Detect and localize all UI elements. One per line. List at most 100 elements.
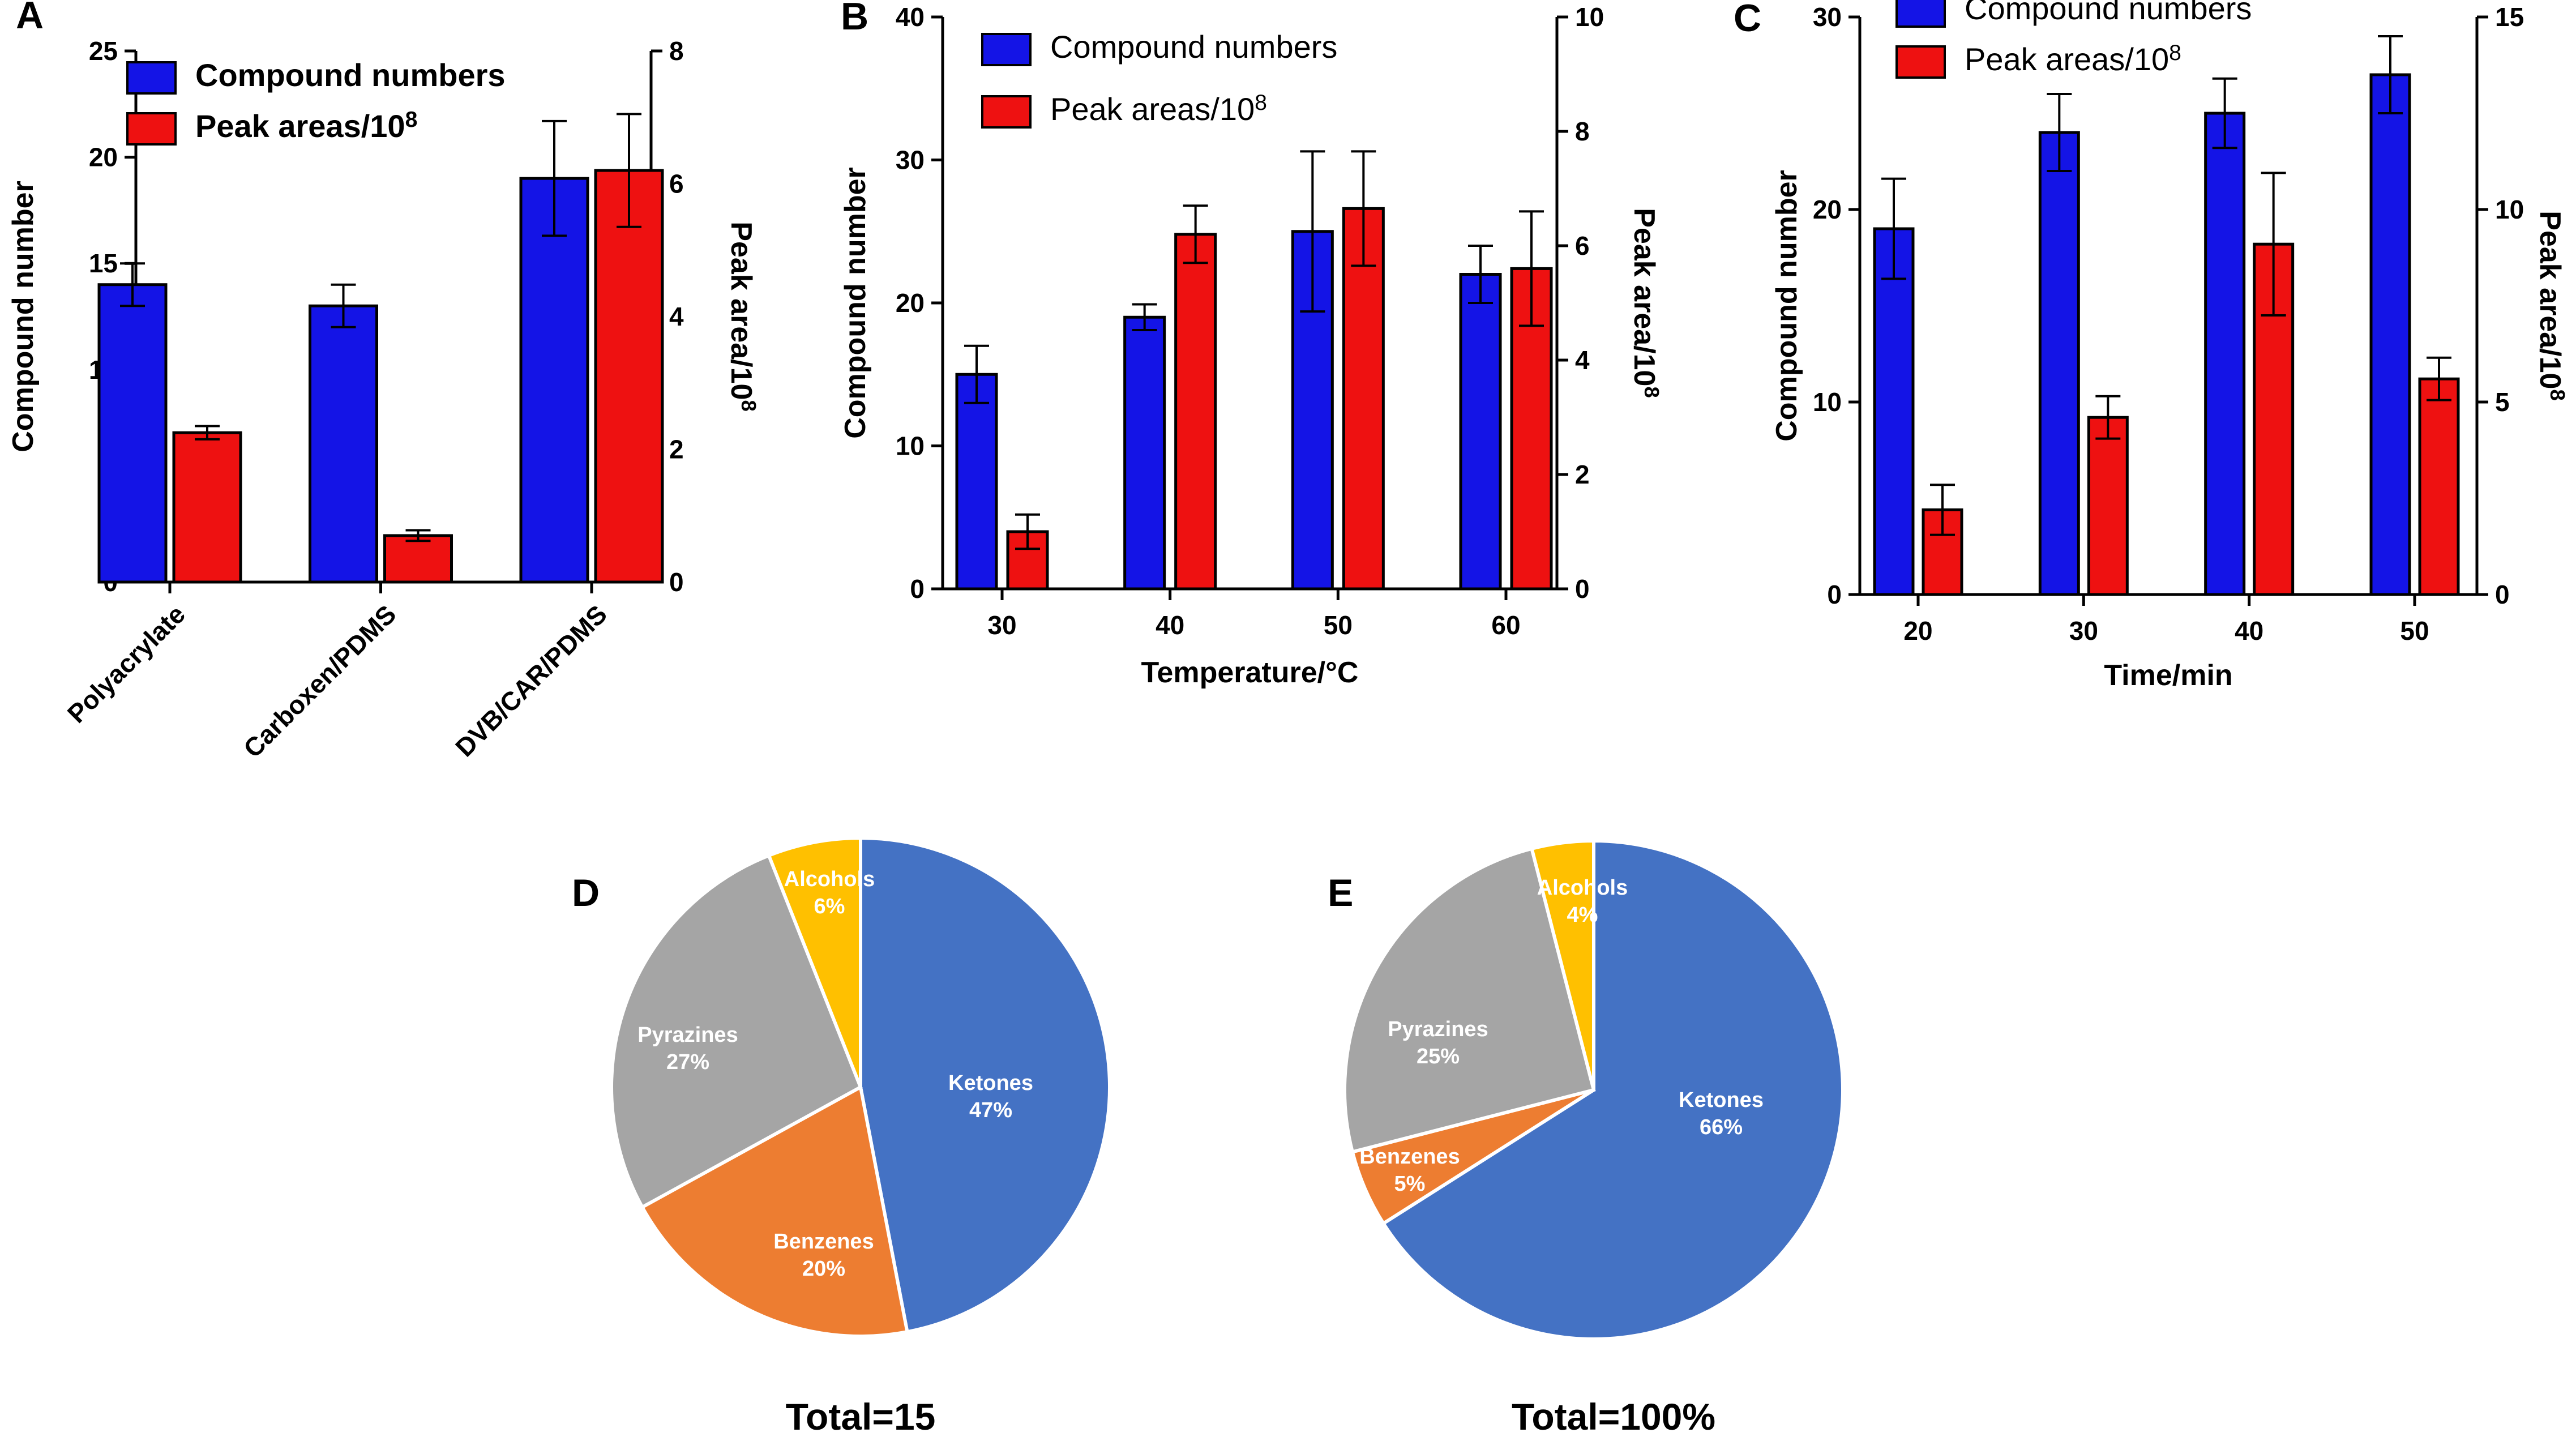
legend-swatch-peak-areas <box>981 95 1032 129</box>
pie-total-label: Total=100% <box>1512 1396 1715 1438</box>
x-axis-title: Time/min <box>2104 659 2232 692</box>
y2-tick-label: 0 <box>669 567 684 597</box>
x-tick-label: Carboxen/PDMS <box>238 599 402 763</box>
y-tick-label: 0 <box>910 574 925 604</box>
x-tick-label: DVB/CAR/PDMS <box>450 599 613 762</box>
pie-slice-ketones <box>859 836 1112 1334</box>
y2-axis-title-superscript: 8 <box>2546 389 2569 400</box>
pie-percent-alcohols: 4% <box>1567 903 1598 927</box>
y2-tick-label: 5 <box>2495 387 2510 417</box>
x-tick-label: 40 <box>1156 610 1184 640</box>
y2-tick-label: 15 <box>2495 2 2524 32</box>
panel-e: E Ketones 66% Benzenes 5% Pyrazines 25% Alcohol… <box>1328 839 1845 1438</box>
x-tick-label: 50 <box>2400 616 2429 645</box>
pie-percent-pyrazines: 27% <box>666 1050 709 1074</box>
pie-label-alcohols: Alcohols <box>784 867 875 891</box>
bar-compound-number <box>1123 315 1166 591</box>
x-tick-label: 30 <box>987 610 1016 640</box>
bar-compound-number <box>1873 227 1915 596</box>
legend-swatch-peak-areas <box>1895 45 1946 79</box>
y2-tick-label: 4 <box>669 302 684 331</box>
legend-swatch-compound-numbers <box>1895 0 1946 28</box>
y2-axis-title-base: Peak area/10 <box>1628 208 1661 386</box>
y2-tick-label: 8 <box>669 36 684 66</box>
y-tick-label: 0 <box>1827 580 1842 609</box>
y-tick-label: 10 <box>896 431 925 461</box>
pie-percent-benzenes: 5% <box>1394 1172 1426 1196</box>
bar-peak-area <box>594 169 664 584</box>
y-tick-label: 25 <box>89 36 118 66</box>
y2-axis-title-superscript: 8 <box>737 400 760 411</box>
panel-label: D <box>572 871 600 914</box>
y-tick-label: 15 <box>89 249 118 278</box>
pie-percent-pyrazines: 25% <box>1417 1045 1460 1068</box>
bar-compound-number <box>309 304 378 584</box>
y2-tick-label: 0 <box>2495 580 2510 609</box>
y2-tick-label: 6 <box>1575 231 1590 260</box>
y-axis-title: Compound number <box>839 167 872 439</box>
bar-peak-area <box>172 431 242 584</box>
bar-compound-number <box>2038 131 2080 596</box>
pie-percent-ketones: 47% <box>969 1098 1012 1122</box>
bar-peak-area <box>1174 233 1217 591</box>
pie-slice-benzenes <box>640 1084 909 1338</box>
y2-tick-label: 6 <box>669 169 684 199</box>
y2-axis-title-base: Peak area/10 <box>725 221 758 400</box>
bar-compound-number <box>955 373 998 591</box>
panel-c: C 0 10 20 30 0 5 10 15 Compound number Peak area/1… <box>1734 0 2569 692</box>
legend-swatch-compound-numbers <box>126 61 177 95</box>
bar-peak-area <box>383 534 453 584</box>
y2-tick-label: 8 <box>1575 117 1590 146</box>
x-axis-title: Temperature/°C <box>1141 656 1359 689</box>
bar-peak-area <box>2418 377 2460 596</box>
y2-tick-label: 0 <box>1575 574 1590 604</box>
pie-label-benzenes: Benzenes <box>773 1230 874 1254</box>
x-tick-label: 50 <box>1324 610 1353 640</box>
pie-percent-ketones: 66% <box>1700 1115 1743 1139</box>
bar-compound-number <box>2204 112 2246 596</box>
pie-slice-ketones <box>1381 839 1845 1341</box>
legend-swatch-peak-areas <box>126 112 177 146</box>
y2-axis-title: Peak area/108 <box>2534 211 2569 400</box>
y2-tick-label: 2 <box>669 435 684 464</box>
panel-label: C <box>1734 0 1761 40</box>
pie-label-pyrazines: Pyrazines <box>1388 1017 1488 1041</box>
legend-label-superscript: 8 <box>405 108 418 132</box>
y-tick-label: 20 <box>89 143 118 172</box>
y2-axis-title: Peak area/108 <box>1628 208 1663 397</box>
y2-tick-label: 2 <box>1575 460 1590 489</box>
y2-tick-label: 10 <box>1575 2 1604 32</box>
bar-compound-number <box>2369 73 2411 596</box>
panel-b: B 0 10 20 30 40 0 2 4 6 8 10 Compound number Peak are… <box>839 0 1663 689</box>
pie-label-ketones: Ketones <box>1679 1088 1764 1112</box>
panel-label: E <box>1328 871 1353 914</box>
bar-compound-number <box>519 177 589 584</box>
x-tick-label: 40 <box>2235 616 2263 645</box>
legend-label-superscript: 8 <box>1255 91 1267 115</box>
y-axis-title: Compound number <box>7 181 40 452</box>
legend-label-base: Peak areas/10 <box>195 108 405 144</box>
legend-label: Compound numbers <box>195 57 506 93</box>
legend-label: Peak areas/108 <box>1965 41 2181 77</box>
y-tick-label: 30 <box>896 146 925 175</box>
y2-tick-label: 4 <box>1575 345 1590 375</box>
pie-percent-alcohols: 6% <box>814 895 845 918</box>
legend-label: Peak areas/108 <box>195 108 417 144</box>
pie-slice-alcohols <box>767 836 862 1088</box>
y2-axis-title-base: Peak area/10 <box>2534 211 2566 389</box>
panel-d: D Ketones 47% Benzenes 20% Pyrazines 27% Alcoho… <box>572 836 1112 1438</box>
pie-label-alcohols: Alcohols <box>1537 876 1628 900</box>
legend-label: Compound numbers <box>1965 0 2252 26</box>
pie-total-label: Total=15 <box>786 1396 936 1438</box>
pie-label-ketones: Ketones <box>948 1071 1033 1095</box>
pie-label-benzenes: Benzenes <box>1359 1145 1460 1169</box>
y-tick-label: 20 <box>896 288 925 318</box>
bar-compound-number <box>1459 273 1502 591</box>
pie-label-pyrazines: Pyrazines <box>637 1023 738 1047</box>
bar-peak-area <box>2087 416 2129 596</box>
pie-slice-pyrazines <box>610 853 863 1210</box>
x-tick-label: 60 <box>1491 610 1520 640</box>
y-tick-label: 30 <box>1813 2 1842 32</box>
panel-label: A <box>16 0 44 37</box>
